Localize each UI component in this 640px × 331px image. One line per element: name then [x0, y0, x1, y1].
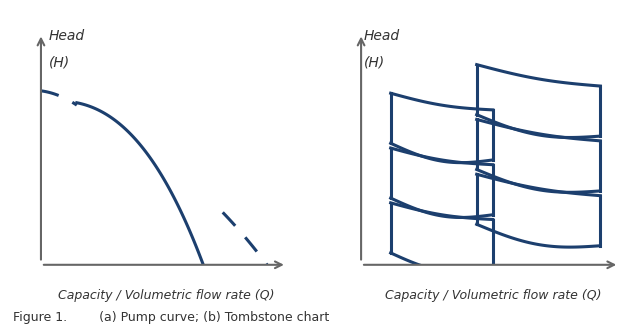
Text: Capacity / Volumetric flow rate (Q): Capacity / Volumetric flow rate (Q): [58, 289, 275, 302]
Text: Capacity / Volumetric flow rate (Q): Capacity / Volumetric flow rate (Q): [385, 289, 601, 302]
Text: (H): (H): [49, 55, 70, 69]
Text: Head: Head: [364, 29, 400, 43]
Text: Figure 1.        (a) Pump curve; (b) Tombstone chart: Figure 1. (a) Pump curve; (b) Tombstone …: [13, 311, 329, 324]
Text: (H): (H): [364, 55, 385, 69]
Text: Head: Head: [49, 29, 84, 43]
